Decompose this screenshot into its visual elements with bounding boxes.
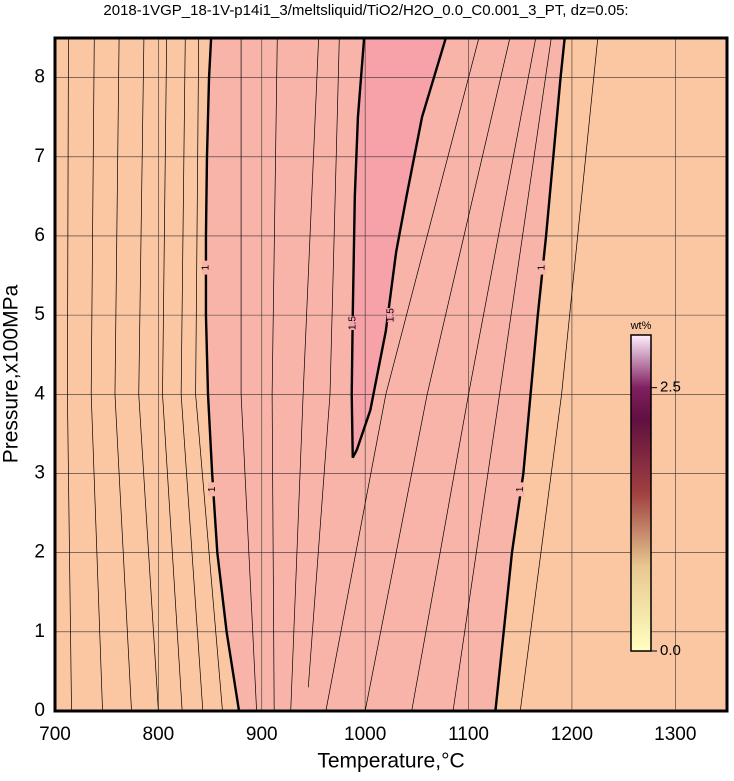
- colorbar-label: wt%: [630, 320, 652, 332]
- x-axis-label: Temperature,°C: [317, 750, 464, 773]
- chart-title: 2018-1VGP_18-1V-p14i1_3/meltsliquid/TiO2…: [103, 2, 628, 19]
- contour-fill: [205, 38, 565, 711]
- y-tick-label: 1: [34, 621, 45, 642]
- y-tick-label: 8: [34, 67, 45, 88]
- contour-line: [180, 38, 204, 711]
- contour-line: [195, 38, 223, 711]
- x-tick-label: 900: [246, 724, 278, 745]
- contour-label: 1: [515, 486, 526, 492]
- contour-line: [452, 38, 552, 711]
- contour-label-bg: [201, 260, 210, 275]
- contour-line: [138, 38, 159, 711]
- contour-line: [519, 38, 599, 711]
- x-tick-label: 800: [143, 724, 175, 745]
- colorbar-tick-label: 0.0: [660, 642, 681, 659]
- contour-label-bg: [537, 260, 546, 275]
- contour-line: [162, 38, 183, 711]
- contour-line: [67, 38, 72, 711]
- contour-fill: [351, 38, 446, 458]
- contour-line: [204, 38, 566, 711]
- colorbar-tick-label: 2.5: [660, 379, 681, 396]
- x-tick-label: 1000: [344, 724, 386, 745]
- contour-line: [90, 38, 103, 711]
- contour-label-bg: [208, 482, 217, 497]
- contour-line: [307, 38, 340, 688]
- contour-label-bg: [348, 316, 357, 331]
- y-tick-label: 5: [34, 304, 45, 325]
- contour-line: [114, 38, 132, 711]
- contour-line: [290, 38, 319, 711]
- contour-label: 1: [537, 264, 548, 270]
- y-tick-label: 3: [34, 462, 45, 483]
- contour-label: 1: [201, 264, 212, 270]
- contour-label-bg: [387, 308, 395, 323]
- x-tick-label: 1300: [654, 724, 696, 745]
- y-axis-label: Pressure,x100MPa: [0, 284, 23, 463]
- contour-line: [240, 38, 257, 711]
- y-tick-label: 7: [34, 146, 45, 167]
- contour-label: 1.5: [386, 308, 397, 322]
- y-tick-label: 6: [34, 225, 45, 246]
- plot-area: 1 1 1 1 1.5 1.5: [55, 38, 727, 711]
- plot-frame: [53, 36, 729, 713]
- x-tick-label: 700: [39, 724, 71, 745]
- contour-line: [325, 38, 480, 711]
- contour-line: [271, 38, 278, 711]
- y-tick-label: 4: [34, 383, 45, 404]
- x-tick-label: 1100: [448, 724, 489, 745]
- colorbar: [630, 334, 652, 652]
- x-tick-label: 1200: [551, 724, 593, 745]
- contour-line: [364, 38, 511, 711]
- contour-label: 1: [207, 486, 218, 492]
- contour-label: 1.5: [347, 316, 358, 330]
- y-tick-label: 0: [34, 700, 45, 721]
- contour-line: [350, 38, 447, 459]
- y-tick-label: 2: [34, 542, 45, 563]
- contour-label-bg: [516, 482, 525, 497]
- contour-line: [411, 38, 537, 711]
